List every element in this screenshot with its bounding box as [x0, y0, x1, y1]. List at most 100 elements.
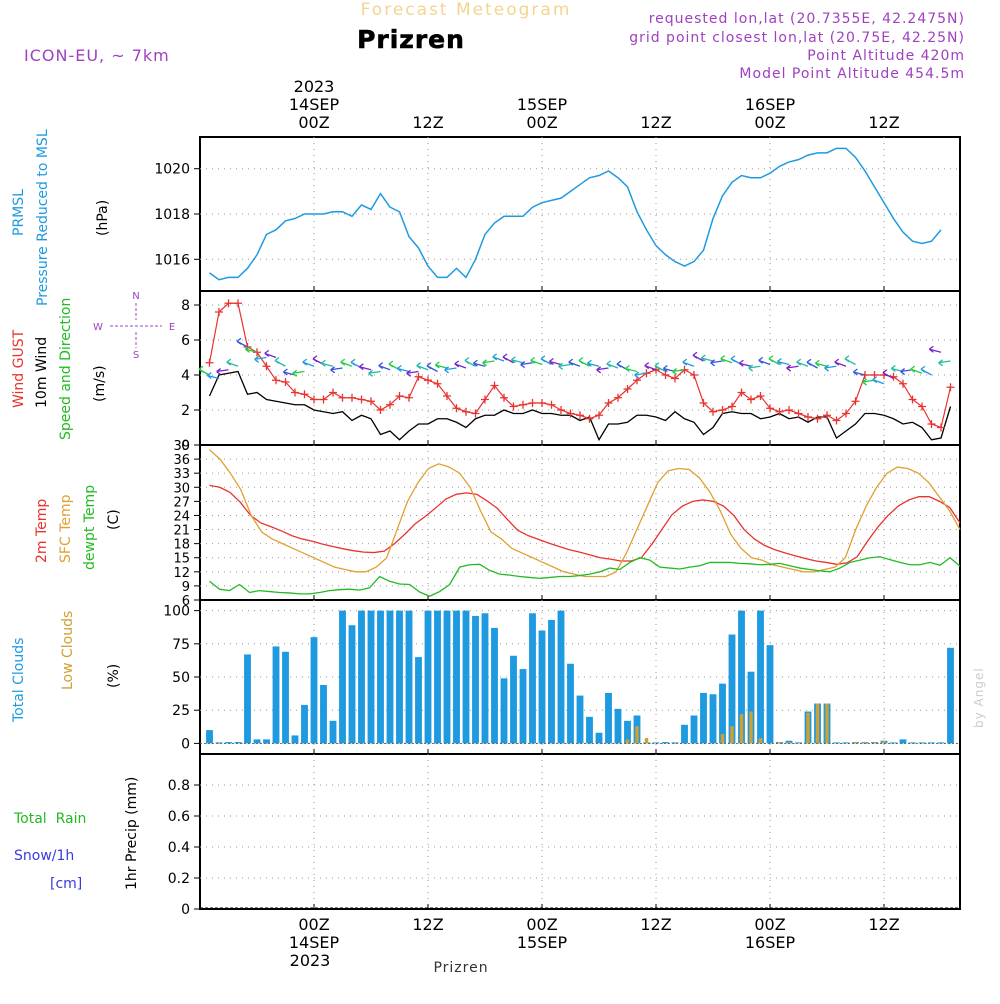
model-name: ICON-EU, ~ 7km	[24, 46, 170, 65]
gust-marker	[690, 371, 698, 379]
total-cloud-bar	[576, 695, 584, 744]
low-cloud-bar	[730, 726, 734, 744]
total-cloud-bar	[586, 716, 593, 744]
ytick-label-temp: 9	[182, 580, 190, 595]
clouds-total-label: Total Clouds	[11, 638, 27, 723]
wind-arrow-head	[530, 356, 536, 364]
wind-arrow-head	[938, 359, 944, 367]
gust-marker	[367, 397, 375, 406]
total-cloud-bar	[367, 610, 375, 744]
wind-10m-label: 10m Wind	[34, 337, 50, 408]
location-title: Prizren	[357, 25, 465, 54]
wind-arrow-head	[700, 354, 706, 362]
total-cloud-bar	[557, 610, 565, 744]
wind-arrow-head	[720, 355, 726, 363]
gust-marker	[927, 420, 936, 428]
ytick-label-clouds: 0	[181, 736, 190, 752]
wind-arrow-head	[606, 360, 612, 368]
wind-arrow-head	[730, 355, 736, 363]
wind-arrow-head	[444, 366, 450, 374]
ytick-label-clouds: 100	[163, 604, 190, 620]
wind-arrow	[511, 359, 524, 364]
point-altitude: Point Altitude 420m	[807, 48, 965, 64]
credit-watermark: by Angel	[972, 667, 986, 728]
pressure-panel	[209, 147, 942, 281]
wind-arrow-head	[900, 368, 906, 376]
gust-marker	[319, 395, 328, 404]
total-cloud-bar	[624, 720, 631, 744]
gust-marker	[300, 390, 309, 399]
wind-arrow	[824, 365, 837, 369]
wind-arrow-head	[768, 355, 774, 363]
bottom-date-label: 14SEP	[289, 933, 340, 952]
ytick-label-pressure: 1016	[154, 252, 190, 268]
total-cloud-bar	[899, 739, 907, 744]
low-cloud-bar	[787, 742, 791, 744]
wind-arrow-head	[330, 366, 336, 374]
gust-marker	[262, 362, 271, 371]
total-cloud-bar	[795, 742, 802, 744]
gust-marker	[386, 400, 394, 409]
total-cloud-bar	[519, 669, 527, 744]
wind-arrow	[397, 367, 410, 373]
total-cloud-bar	[386, 610, 394, 744]
total-cloud-bar	[234, 742, 242, 744]
wind-arrow-head	[814, 359, 820, 367]
compass-n: N	[132, 291, 139, 302]
wind-arrow	[406, 370, 419, 374]
temperature-panel	[209, 449, 961, 597]
wind-arrow-head	[776, 358, 782, 366]
temp-dew-label: dewpt Temp	[82, 485, 98, 570]
wind-arrow-head	[882, 369, 888, 377]
wind-arrow-head	[320, 359, 326, 367]
wind-arrow-head	[378, 362, 384, 370]
wind-arrow	[207, 374, 220, 380]
wind-arrow	[283, 371, 296, 376]
gust-marker	[519, 400, 527, 409]
wind-arrow	[435, 364, 448, 369]
bottom-hour-label: 00Z	[526, 915, 557, 934]
grid-point: grid point closest lon,lat (20.75E, 42.2…	[629, 30, 965, 46]
gust-marker	[842, 409, 850, 418]
wind-arrow	[245, 348, 258, 353]
top-year: 2023	[294, 77, 335, 96]
precip-snow-label: Snow/1h	[14, 848, 74, 864]
temp-2m-line	[209, 484, 961, 565]
ytick-label-wind: 8	[181, 298, 190, 314]
ytick-label-temp: 39	[173, 439, 190, 454]
total-cloud-bar	[918, 742, 926, 744]
total-cloud-bar	[757, 610, 764, 744]
ytick-label-temp: 24	[173, 509, 190, 524]
wind-arrow-head	[624, 365, 630, 373]
total-cloud-bar	[263, 739, 270, 744]
wind-arrow-head	[586, 359, 592, 367]
ytick-label-temp: 18	[173, 538, 190, 553]
wind-arrow	[853, 371, 866, 376]
gust-marker	[348, 393, 356, 402]
ytick-label-wind: 6	[181, 333, 190, 349]
gust-marker	[585, 414, 594, 423]
y-tick-labels: 1016101810200246869121518212427303336390…	[154, 162, 200, 918]
pressure-line	[209, 147, 942, 281]
top-date-label: 14SEP	[289, 95, 340, 114]
total-cloud-bar	[348, 625, 356, 744]
gust-marker	[908, 395, 917, 404]
ytick-label-temp: 12	[173, 566, 190, 581]
ytick-label-temp: 6	[182, 594, 190, 609]
ytick-label-temp: 36	[173, 453, 190, 468]
ytick-label-clouds: 75	[172, 637, 190, 653]
wind-arrow-head	[454, 360, 460, 368]
gust-marker	[433, 379, 442, 388]
gust-marker	[215, 308, 223, 316]
product-title: Forecast Meteogram	[361, 0, 572, 20]
wind-arrow	[321, 362, 334, 367]
gust-marker	[823, 411, 831, 420]
gust-marker	[918, 402, 926, 411]
total-cloud-bar	[415, 657, 422, 744]
wind-arrow-head	[540, 355, 546, 363]
compass-s: S	[133, 350, 139, 361]
top-hour-label: 00Z	[526, 113, 557, 132]
